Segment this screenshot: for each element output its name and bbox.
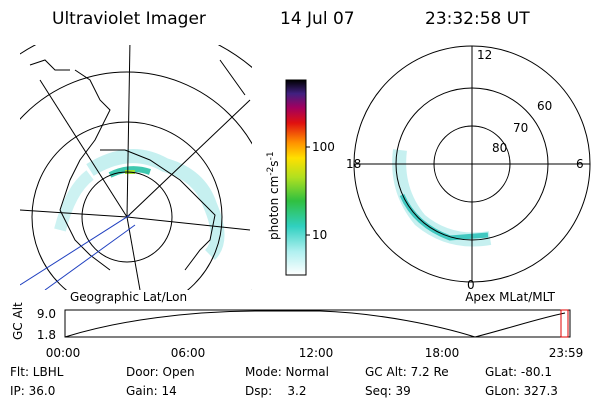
apex-label: Apex MLat/MLT <box>465 290 555 304</box>
info-panel: Flt: LBHL Door: Open Mode: Normal GC Alt: 7… <box>10 365 558 398</box>
info-field: Door: Open <box>126 365 195 379</box>
colorbar-tick-label: 100 <box>312 140 335 154</box>
geographic-label: Geographic Lat/Lon <box>70 290 187 304</box>
date: 14 Jul 07 <box>280 9 355 29</box>
orbit-panel <box>64 309 571 338</box>
title: Ultraviolet Imager <box>52 9 206 29</box>
info-field: IP: 36.0 <box>10 384 55 398</box>
time-label: 06:00 <box>171 346 206 360</box>
colorbar-label: photon cm-2s-1 <box>266 151 281 240</box>
lat-label: 60 <box>537 99 552 113</box>
mlt-label: 6 <box>576 157 584 171</box>
info-field: GLat: -80.1 <box>485 365 552 379</box>
info-field: GLon: 327.3 <box>485 384 558 398</box>
lat-label: 80 <box>492 141 507 155</box>
lat-label: 70 <box>513 121 528 135</box>
geographic-map <box>20 45 252 290</box>
info-field: Flt: LBHL <box>10 365 64 379</box>
current-time-marker <box>560 309 569 338</box>
orbit-axis-label: GC Alt <box>11 302 25 340</box>
orbit-altitude-curve <box>64 310 566 338</box>
time-label: 12:00 <box>299 346 334 360</box>
colorbar <box>285 79 307 276</box>
mlt-label: 18 <box>346 157 361 171</box>
exponent: -2 <box>266 167 276 176</box>
unit: photon cm <box>267 176 281 240</box>
mlt-label: 0 <box>467 278 475 292</box>
apex-polar <box>353 45 591 283</box>
time: 23:32:58 UT <box>425 9 530 29</box>
mlt-label: 12 <box>477 48 492 62</box>
colorbar-tick-label: 10 <box>312 228 327 242</box>
info-field: Gain: 14 <box>126 384 177 398</box>
unit: s <box>267 160 281 166</box>
orbit-tick-label: 9.0 <box>37 307 56 321</box>
info-field: GC Alt: 7.2 Re <box>365 365 449 379</box>
time-label: 18:00 <box>425 346 460 360</box>
time-label: 23:59 <box>549 346 584 360</box>
info-field: Seq: 39 <box>365 384 411 398</box>
exponent: -1 <box>266 151 276 160</box>
orbit-tick-label: 1.8 <box>37 328 56 342</box>
time-label: 00:00 <box>46 346 81 360</box>
info-field: Mode: Normal <box>245 365 329 379</box>
info-field: Dsp: 3.2 <box>245 384 307 398</box>
